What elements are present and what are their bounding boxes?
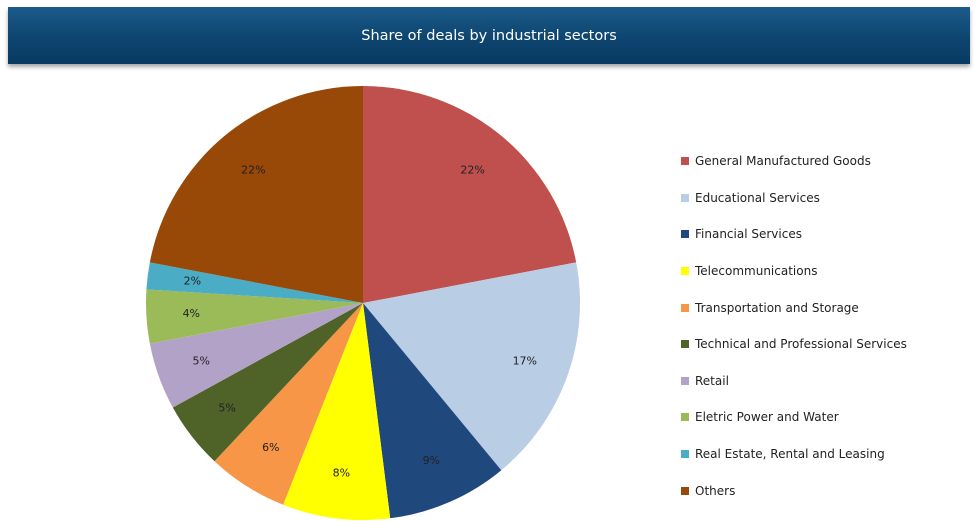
legend-label: Financial Services <box>695 227 802 242</box>
legend-swatch <box>681 376 689 385</box>
data-label-transportation-and-storage: 6% <box>262 441 279 454</box>
legend-label: Retail <box>695 373 729 388</box>
legend-swatch <box>681 193 689 202</box>
data-label-technical-and-professional-services: 5% <box>218 401 235 414</box>
data-label-educational-services: 17% <box>513 354 537 367</box>
legend-swatch <box>681 340 689 349</box>
pie-slice-retail <box>149 303 363 408</box>
legend-item-eletric-power-and-water: Eletric Power and Water <box>681 399 907 436</box>
data-label-real-estate-rental-and-leasing: 2% <box>184 274 201 287</box>
data-label-eletric-power-and-water: 4% <box>183 307 200 320</box>
pie-slice-real-estate-rental-and-leasing <box>146 262 363 303</box>
legend-swatch <box>681 486 689 495</box>
pie-slice-general-manufactured-goods <box>363 86 577 303</box>
legend-item-telecommunications: Telecommunications <box>681 253 907 290</box>
pie-slice-others <box>149 85 363 303</box>
legend-swatch <box>681 450 689 459</box>
pie-slice-financial-services <box>363 303 502 519</box>
legend-item-general-manufactured-goods: General Manufactured Goods <box>681 143 907 180</box>
data-label-others: 22% <box>241 164 265 177</box>
pie-slice-educational-services <box>363 262 581 471</box>
legend-item-retail: Retail <box>681 363 907 400</box>
legend-label: Educational Services <box>695 190 820 205</box>
data-label-retail: 5% <box>192 354 209 367</box>
pie-slice-eletric-power-and-water <box>146 289 363 344</box>
legend-swatch <box>681 230 689 239</box>
legend-label: Eletric Power and Water <box>695 410 839 425</box>
chart-legend: General Manufactured Goods Educational Se… <box>681 143 907 509</box>
data-label-telecommunications: 8% <box>333 467 350 480</box>
pie-slice-technical-and-professional-services <box>172 303 363 462</box>
legend-label: Transportation and Storage <box>695 300 859 315</box>
legend-item-educational-services: Educational Services <box>681 180 907 217</box>
legend-swatch <box>681 303 689 312</box>
data-label-general-manufactured-goods: 22% <box>460 164 484 177</box>
chart-title-bar: Share of deals by industrial sectors <box>8 7 970 64</box>
legend-label: Others <box>695 483 736 498</box>
legend-item-transportation-and-storage: Transportation and Storage <box>681 289 907 326</box>
legend-swatch <box>681 413 689 422</box>
pie-slice-telecommunications <box>283 303 391 521</box>
data-label-financial-services: 9% <box>423 454 440 467</box>
pie-slice-transportation-and-storage <box>214 303 363 505</box>
legend-swatch <box>681 267 689 276</box>
legend-label: Telecommunications <box>695 264 818 279</box>
legend-item-others: Others <box>681 472 907 509</box>
legend-item-real-estate-rental-and-leasing: Real Estate, Rental and Leasing <box>681 436 907 473</box>
legend-label: General Manufactured Goods <box>695 154 871 169</box>
legend-label: Real Estate, Rental and Leasing <box>695 447 885 462</box>
chart-title: Share of deals by industrial sectors <box>361 27 617 44</box>
legend-item-financial-services: Financial Services <box>681 216 907 253</box>
legend-swatch <box>681 157 689 166</box>
legend-item-technical-and-professional-services: Technical and Professional Services <box>681 326 907 363</box>
legend-label: Technical and Professional Services <box>695 337 907 352</box>
